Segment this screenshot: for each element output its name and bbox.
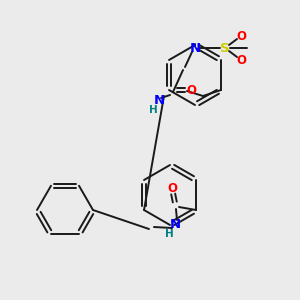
Text: S: S bbox=[220, 41, 230, 55]
Text: H: H bbox=[148, 105, 158, 115]
Text: N: N bbox=[153, 94, 165, 106]
Text: O: O bbox=[186, 83, 196, 97]
Text: N: N bbox=[189, 41, 201, 55]
Text: N: N bbox=[169, 218, 181, 230]
Text: O: O bbox=[236, 53, 246, 67]
Text: H: H bbox=[165, 229, 173, 239]
Text: O: O bbox=[167, 182, 177, 194]
Text: O: O bbox=[236, 29, 246, 43]
